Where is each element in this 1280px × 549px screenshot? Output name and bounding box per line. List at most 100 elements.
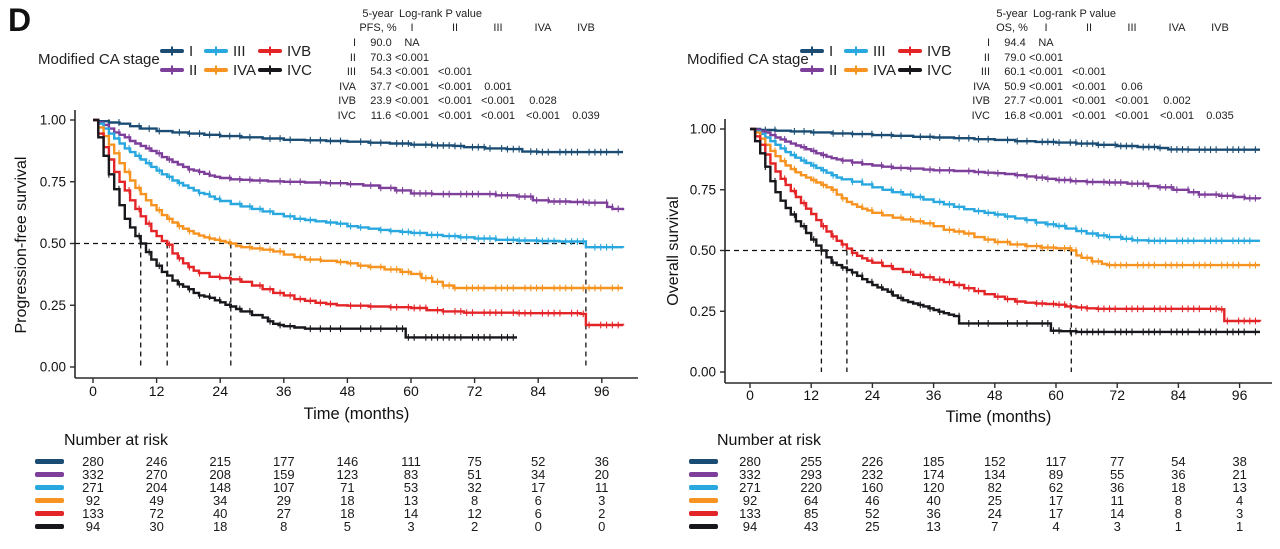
stats-row-value: 54.3 xyxy=(370,66,392,78)
x-axis-title: Time (months) xyxy=(946,408,1052,426)
risk-count-II: 293 xyxy=(800,467,823,482)
risk-count-II: 270 xyxy=(145,467,168,482)
stats-pvalue: <0.001 xyxy=(395,66,429,78)
legend-label: IVC xyxy=(287,61,313,79)
pfs-stats-table: 5-year PFS, % Log-rank P value I II III IVA IVB… xyxy=(0,0,1280,130)
risk-count-IVC: 1 xyxy=(1235,519,1244,534)
os-chart: 1.00 0.75 0.50 0.25 0.00 0 12 24 36 48 60 72 84 96 Tim… xyxy=(690,119,1272,426)
risk-count-I: 215 xyxy=(209,454,232,469)
risk-count-IVA: 3 xyxy=(598,493,606,508)
risk-count-III: 18 xyxy=(1171,480,1186,495)
survival-curve-IVA xyxy=(750,127,1260,267)
os-stats-table: 5-year OS, % Log-rank P value I II III IVA IVB I… xyxy=(0,0,1280,130)
stats-row-value: 60.1 xyxy=(1004,66,1026,78)
stats-pvalue: <0.001 xyxy=(1160,110,1194,122)
y-tick-label: 0.50 xyxy=(40,236,66,251)
risk-count-I: 185 xyxy=(922,454,945,469)
stats-pvalue: <0.001 xyxy=(1029,95,1063,107)
stats-pvalue: 0.035 xyxy=(1206,110,1234,122)
risk-count-II: 174 xyxy=(922,467,945,482)
risk-count-II: 83 xyxy=(403,467,419,482)
risk-count-IVC: 1 xyxy=(1174,519,1182,534)
stats-pvalue: 0.001 xyxy=(484,81,512,93)
risk-count-IVA: 18 xyxy=(340,493,355,508)
risk-count-II: 21 xyxy=(1232,467,1247,482)
panel-label: D xyxy=(8,2,32,38)
pfs-chart: 1.00 0.75 0.50 0.25 0.00 0 12 24 36 48 60 72 84 96 Tim… xyxy=(40,110,638,423)
survival-curve-IVB xyxy=(750,127,1262,323)
risk-count-IVB: 24 xyxy=(987,506,1003,521)
stats-row-stage: I xyxy=(352,37,356,49)
stats-pvalue: <0.001 xyxy=(526,110,560,122)
risk-count-IVB: 2 xyxy=(598,506,606,521)
risk-count-IVA: 11 xyxy=(1110,493,1124,508)
stats-pvalue: <0.001 xyxy=(1029,66,1063,78)
legend-label: IVA xyxy=(873,61,897,79)
legend-entry-IVA: IVA xyxy=(844,61,898,79)
legend-entry-IVA: IVA xyxy=(204,61,258,79)
stats-row-value: 23.9 xyxy=(370,95,392,107)
y-tick-label: 1.00 xyxy=(40,113,66,128)
legend-label: IVA xyxy=(233,61,257,79)
risk-count-I: 146 xyxy=(336,454,359,469)
x-tick-label: 72 xyxy=(467,383,483,399)
stats-row-stage: IVA xyxy=(339,81,356,93)
risk-count-I: 54 xyxy=(1171,454,1186,469)
legend-entry-II: II xyxy=(160,62,204,79)
stats-col-header-IVA: IVA xyxy=(1168,22,1186,34)
y-tick-label: 0.75 xyxy=(40,174,66,189)
stats-pvalue: <0.001 xyxy=(395,95,429,107)
stats-col-header-IVB: IVB xyxy=(577,22,595,34)
stats-pvalue: 0.028 xyxy=(529,95,557,107)
legend-swatch-III xyxy=(844,49,868,53)
stats-pvalue: 0.039 xyxy=(572,110,600,122)
risk-count-IVC: 8 xyxy=(280,519,288,534)
stats-row-value: 11.6 xyxy=(370,110,392,122)
risk-count-III: 148 xyxy=(209,480,232,495)
risk-count-IVA: 40 xyxy=(926,493,941,508)
risk-swatch-IVB xyxy=(689,511,718,516)
x-tick-label: 96 xyxy=(594,383,610,399)
legend-entry-IVB: IVB xyxy=(258,43,320,60)
legend-swatch-II xyxy=(160,68,184,72)
x-tick-label: 24 xyxy=(865,387,881,403)
risk-count-IVA: 25 xyxy=(987,493,1003,508)
risk-count-III: 32 xyxy=(467,480,482,495)
risk-count-IVA: 8 xyxy=(1174,493,1182,508)
risk-count-IVA: 6 xyxy=(534,493,542,508)
risk-count-I: 52 xyxy=(530,454,546,469)
risk-count-IVB: 6 xyxy=(534,506,542,521)
risk-count-IVC: 25 xyxy=(865,519,880,534)
x-tick-label: 84 xyxy=(1171,387,1187,403)
stats-row-value: 90.0 xyxy=(370,37,392,49)
risk-count-IVC: 43 xyxy=(803,519,819,534)
legend-entry-II: II xyxy=(800,62,844,79)
stats-row-stage: II xyxy=(349,52,356,64)
stats-pvalue: NA xyxy=(404,37,420,49)
risk-count-III: 17 xyxy=(530,480,546,495)
stats-row-stage: II xyxy=(983,52,990,64)
stats-pvalue: <0.001 xyxy=(395,81,429,93)
stats-row-stage: IVC xyxy=(337,110,356,122)
stats-col-header-III: III xyxy=(493,22,503,34)
legend-swatch-III xyxy=(204,49,228,53)
stats-row-value: 70.3 xyxy=(370,52,392,64)
risk-count-III: 271 xyxy=(82,480,104,495)
risk-count-IVB: 14 xyxy=(1109,506,1125,521)
risk-count-IVB: 14 xyxy=(403,506,419,521)
risk-swatch-II xyxy=(689,472,718,477)
risk-count-I: 280 xyxy=(739,454,761,469)
stats-row-stage: IVA xyxy=(973,81,990,93)
stats-header-metric: OS, % xyxy=(996,22,1028,34)
x-tick-label: 84 xyxy=(530,383,546,399)
risk-count-IVA: 49 xyxy=(149,493,164,508)
stats-row-value: 16.8 xyxy=(1004,110,1026,122)
risk-count-IVC: 94 xyxy=(742,519,758,534)
risk-count-IVA: 92 xyxy=(85,493,101,508)
risk-count-IVC: 0 xyxy=(598,519,606,534)
legend-entry-I: I xyxy=(800,43,844,60)
risk-swatch-IVC xyxy=(35,524,64,529)
os-y-axis-label: Overall survival xyxy=(665,196,682,306)
legend-label: IVC xyxy=(927,61,953,79)
stats-col-header-III: III xyxy=(1127,22,1137,34)
